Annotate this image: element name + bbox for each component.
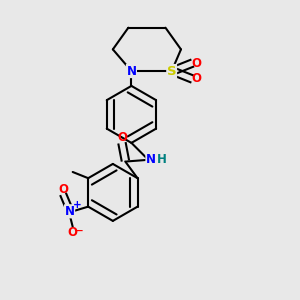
Text: O: O — [191, 57, 201, 70]
Text: O: O — [117, 131, 127, 144]
Text: N: N — [64, 205, 75, 218]
Text: +: + — [73, 200, 81, 210]
Text: O: O — [58, 183, 68, 196]
Text: S: S — [167, 64, 176, 78]
Text: O: O — [191, 72, 201, 85]
Text: N: N — [146, 153, 156, 167]
Text: N: N — [126, 64, 136, 78]
Text: H: H — [157, 153, 166, 167]
Text: O: O — [68, 226, 78, 238]
Text: −: − — [75, 226, 84, 236]
